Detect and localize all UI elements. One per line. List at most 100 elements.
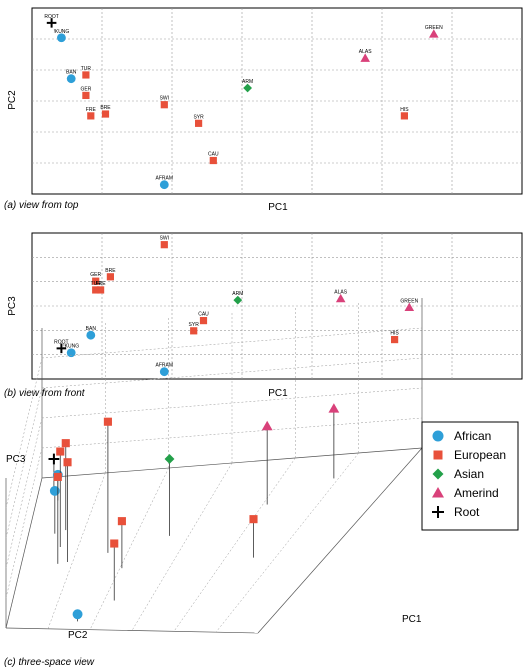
data-point: SYR [193, 114, 204, 127]
data-point: AFRAM [156, 363, 173, 377]
point-marker-3d [164, 454, 175, 464]
legend-item: Amerind [432, 486, 499, 500]
data-point-3d [63, 458, 72, 562]
point-marker [82, 91, 90, 100]
point-marker [56, 343, 67, 354]
panel-c-caption: (c) three-space view [4, 657, 95, 668]
point-marker [106, 273, 114, 281]
point-label: CAU [208, 152, 219, 158]
data-point: SWI [160, 96, 169, 109]
point-label: BAN [66, 70, 77, 76]
legend: African European Asian Amerind Root [421, 421, 519, 531]
point-marker [160, 241, 168, 249]
data-point-3d [49, 485, 60, 534]
panel-c: PC3 PC2 PC1 (c) three-space view [4, 298, 423, 668]
panel-c-xlabel: PC1 [402, 614, 422, 625]
data-point: ALAS [334, 290, 348, 303]
legend-item: European [433, 448, 506, 462]
point-marker [429, 29, 439, 38]
legend-marker [432, 487, 444, 498]
point-marker [360, 53, 370, 62]
point-marker [195, 119, 203, 127]
data-point: HIS [400, 107, 409, 120]
point-label: GER [80, 86, 91, 92]
gridline [5, 387, 43, 539]
point-marker-3d [63, 458, 72, 467]
panel-a-grid [32, 8, 522, 194]
legend-label: Asian [454, 467, 484, 481]
point-marker [57, 33, 66, 43]
point-marker [335, 293, 346, 303]
point-label: SWI [160, 96, 169, 102]
gridline [215, 452, 359, 633]
point-marker-3d [49, 485, 60, 496]
point-marker-3d [117, 517, 126, 526]
data-point-3d [117, 517, 126, 569]
data-point: GREEN [400, 298, 419, 312]
point-label: BAN [86, 326, 97, 332]
point-label: TUR [91, 281, 102, 287]
point-label: ALAS [334, 290, 347, 296]
point-marker [92, 277, 100, 285]
panel-b-ylabel: PC3 [7, 296, 18, 316]
point-label: SYR [189, 322, 200, 328]
data-point-3d [249, 515, 258, 558]
point-marker [86, 330, 96, 340]
legend-marker [433, 450, 443, 460]
point-marker [400, 112, 408, 120]
point-label: !KUNG [63, 344, 79, 350]
data-point: TUR [81, 66, 92, 79]
data-point: ROOT [54, 339, 69, 354]
data-point: CAU [208, 152, 219, 165]
point-label: BRE [105, 268, 116, 274]
point-marker [233, 295, 243, 305]
panel-a-points: ROOT !KUNG BAN TUR GER FRE BRE SWI SYR CAU AFRAM AR… [44, 14, 443, 190]
gridline [47, 472, 106, 629]
point-label: ALAS [359, 49, 372, 55]
point-label: HIS [390, 331, 399, 337]
point-label: ARM [232, 291, 243, 297]
data-point-3d [61, 439, 70, 531]
data-point: GER [90, 272, 102, 285]
data-point-3d [72, 609, 83, 622]
point-label: HIS [400, 107, 409, 113]
panel-c-grid [5, 298, 423, 634]
data-point: BAN [66, 70, 77, 84]
panel-b-grid [32, 233, 522, 379]
gridline [173, 457, 296, 632]
gridline [5, 357, 43, 509]
data-point: ARM [232, 291, 243, 305]
point-label: GER [90, 272, 101, 278]
point-label: SWI [160, 236, 169, 242]
data-point: GREEN [425, 25, 443, 38]
point-marker-3d [110, 539, 119, 548]
point-marker [160, 101, 168, 109]
data-point: CAU [198, 312, 209, 325]
panel-b-caption: (b) view from front [4, 388, 86, 399]
point-marker [159, 367, 169, 377]
data-point-3d [164, 454, 175, 536]
point-label: GREEN [425, 25, 443, 31]
data-point-3d [53, 472, 62, 564]
panel-a: ROOT !KUNG BAN TUR GER FRE BRE SWI SYR CAU AFRAM AR… [4, 7, 523, 213]
point-marker-3d [249, 515, 258, 524]
data-point: AFRAM [156, 176, 173, 190]
point-marker [66, 74, 76, 84]
point-marker [82, 71, 90, 79]
legend-marker [432, 506, 444, 518]
point-label: BRE [100, 105, 111, 111]
data-point: ROOT [44, 14, 59, 28]
data-point: TUR [91, 281, 102, 294]
panel-a-caption: (a) view from top [4, 200, 79, 211]
point-label: TUR [81, 66, 92, 72]
legend-label: African [454, 429, 491, 443]
point-marker [66, 348, 76, 358]
point-marker [404, 302, 415, 312]
data-point: !KUNG [63, 344, 79, 358]
gridline [5, 447, 43, 599]
data-point: SWI [160, 236, 169, 249]
point-label: FRE [86, 107, 97, 113]
